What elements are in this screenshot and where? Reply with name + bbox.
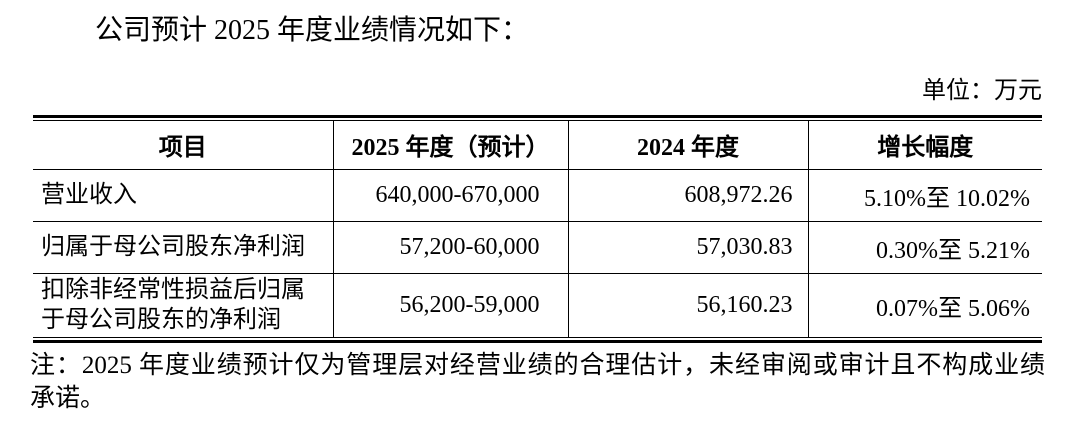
page-title: 公司预计 2025 年度业绩情况如下： [95,15,530,46]
table-header-row: 项目 2025 年度（预计） 2024 年度 增长幅度 [33,121,1042,170]
note-line-1: 注：2025 年度业绩预计仅为管理层对经营业绩的合理估计，未经审阅或审计且不构成… [30,352,1045,379]
header-2024: 2024 年度 [568,121,809,170]
unit-label: 单位：万元 [922,78,1042,104]
table-top-thick-rule [33,115,1042,118]
cell-2024-value: 57,030.83 [568,221,809,274]
performance-table: 项目 2025 年度（预计） 2024 年度 增长幅度 营业收入 640,000… [33,121,1042,337]
cell-growth: 5.10%至 10.02% [808,169,1042,222]
note-paragraph: 注：2025 年度业绩预计仅为管理层对经营业绩的合理估计，未经审阅或审计且不构成… [30,349,1045,415]
cell-item: 归属于母公司股东净利润 [33,221,334,274]
cell-item: 扣除非经常性损益后归属于母公司股东的净利润 [33,273,334,337]
cell-item: 营业收入 [33,169,334,222]
cell-2024-value: 56,160.23 [568,273,809,337]
table-row-net-profit-excl-nonrecurring: 扣除非经常性损益后归属于母公司股东的净利润 56,200-59,000 56,1… [33,273,1042,337]
table-top-thin-rule [33,120,1042,121]
header-growth: 增长幅度 [808,121,1042,170]
cell-2025-forecast: 57,200-60,000 [333,221,569,274]
cell-2024-value: 608,972.26 [568,169,809,222]
header-item: 项目 [33,121,334,170]
cell-growth: 0.07%至 5.06% [876,295,1030,322]
cell-2025-forecast: 56,200-59,000 [333,273,569,337]
performance-table-wrap: 项目 2025 年度（预计） 2024 年度 增长幅度 营业收入 640,000… [33,115,1042,343]
table-bottom-thick-rule [33,340,1042,343]
cell-2025-forecast: 640,000-670,000 [333,169,569,222]
note-line-2: 承诺。 [30,385,106,412]
cell-growth: 0.30%至 5.21% [808,221,1042,274]
table-bottom-thin-rule [33,337,1042,338]
header-2025-forecast: 2025 年度（预计） [333,121,569,170]
table-row-revenue: 营业收入 640,000-670,000 608,972.26 5.10%至 1… [33,169,1042,222]
table-row-net-profit: 归属于母公司股东净利润 57,200-60,000 57,030.83 0.30… [33,221,1042,274]
